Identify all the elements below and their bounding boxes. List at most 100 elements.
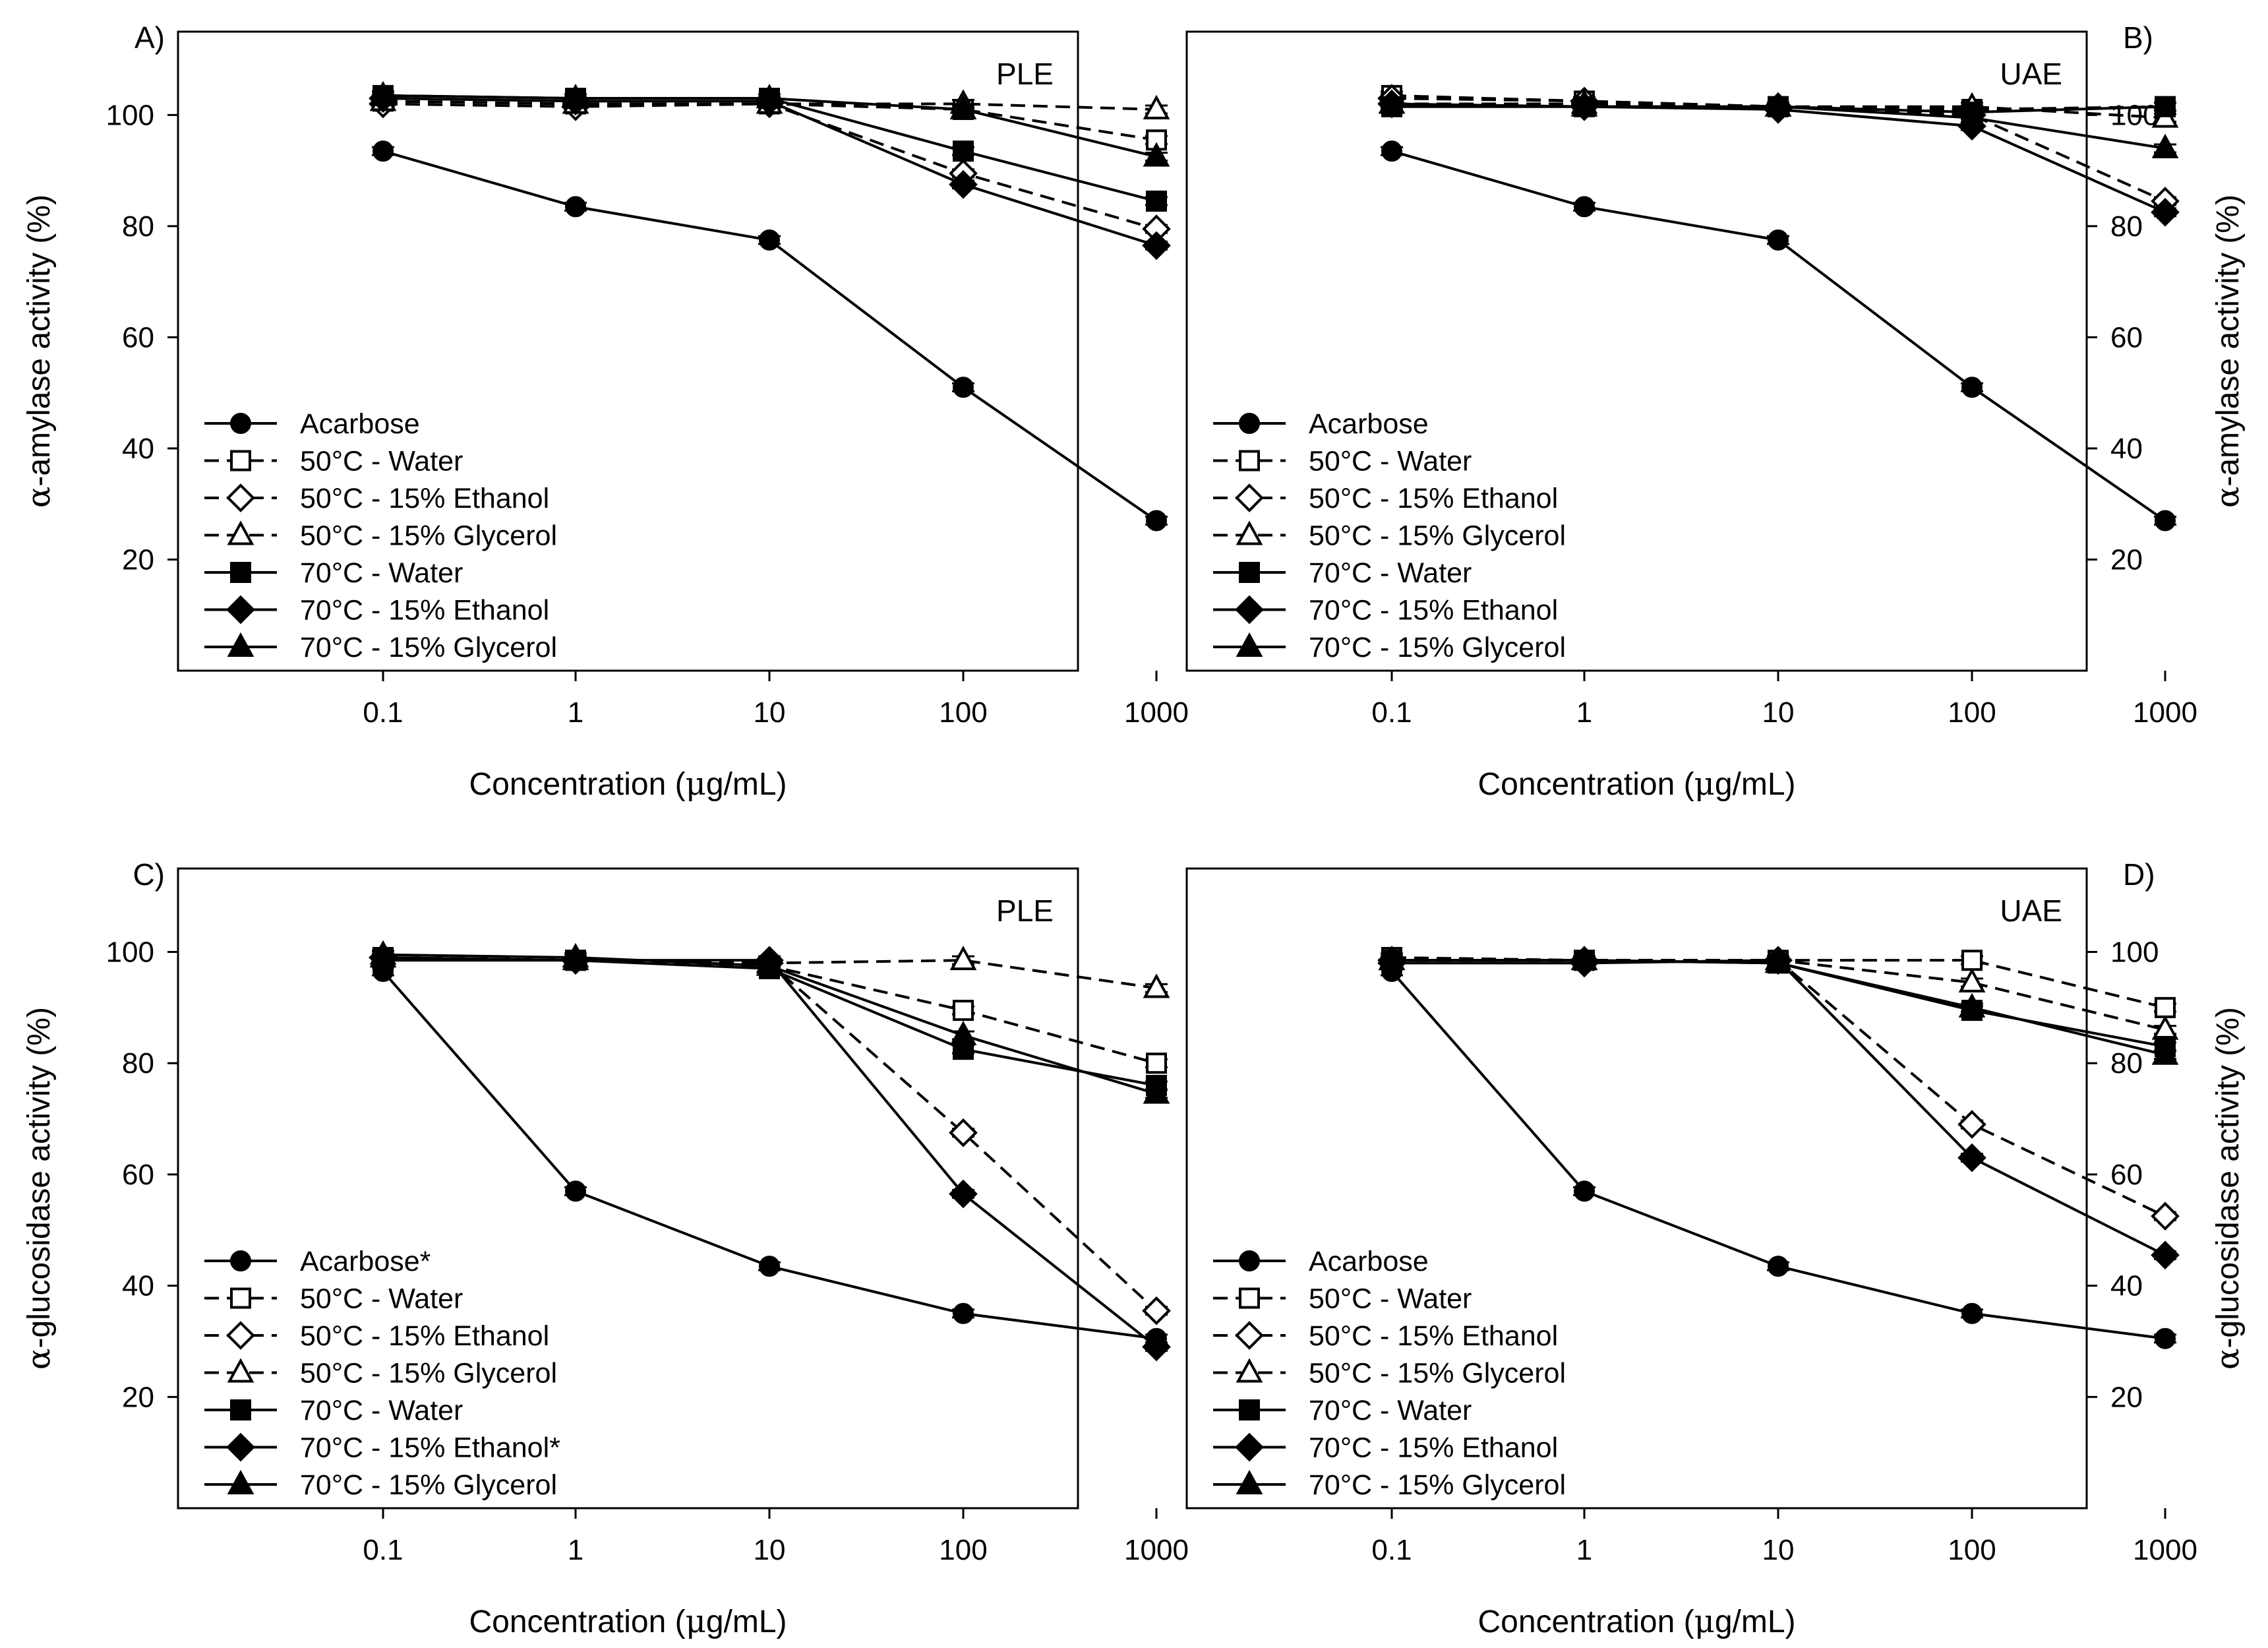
data-point (1768, 229, 1789, 251)
legend-marker (226, 1321, 255, 1350)
y-tick-label: 40 (2110, 433, 2143, 465)
method-label: PLE (996, 57, 1054, 91)
y-tick-label: 80 (122, 210, 154, 243)
y-tick-label: 60 (2110, 1159, 2143, 1191)
series-markers (369, 940, 1171, 1362)
data-point (1378, 89, 1406, 114)
panel-label: B) (2123, 20, 2153, 55)
x-axis-title-suffix: g/mL) (1715, 1604, 1796, 1639)
y-tick-label: 40 (122, 1270, 154, 1302)
data-point (1768, 1256, 1789, 1277)
data-point (565, 196, 586, 218)
legend-marker (226, 483, 255, 512)
x-tick-label: 100 (939, 696, 987, 729)
legend-label: 70°C - 15% Glycerol (300, 1469, 557, 1501)
x-axis-title-suffix: g/mL) (1715, 767, 1796, 802)
x-tick-label: 100 (1948, 1534, 1996, 1566)
y-axis-title-alpha: α (20, 487, 57, 508)
data-point (949, 169, 978, 199)
data-point (1961, 950, 1983, 971)
x-tick-label: 100 (939, 1534, 987, 1566)
legend-label: 50°C - 15% Ethanol (1309, 483, 1558, 514)
legend-marker (230, 1250, 251, 1271)
x-tick-label: 1000 (2133, 1534, 2197, 1566)
legend-marker (227, 520, 254, 545)
panel-label: C) (133, 857, 165, 892)
data-point (1570, 946, 1598, 971)
legend-label: 70°C - Water (1309, 557, 1472, 589)
data-point (2151, 133, 2179, 158)
chart-panel-a: 20 40 60 80 100 0.1 1 10 100 1000 Concentration (μ… (20, 20, 1189, 803)
series-markers (1377, 84, 2180, 532)
data-point (565, 1180, 586, 1202)
chart-panel-c: 20 40 60 80 100 0.1 1 10 100 1000 Concentration (μ… (20, 857, 1189, 1640)
x-axis-title-suffix: g/mL) (706, 767, 787, 802)
legend-label: 70°C - 15% Ethanol* (300, 1432, 560, 1464)
data-point (2155, 510, 2176, 532)
data-point (1574, 196, 1595, 218)
data-point (2151, 198, 2180, 227)
legend-marker (1235, 1321, 1264, 1350)
y-tick-label: 40 (122, 433, 154, 465)
legend-marker (230, 1399, 251, 1420)
y-tick-label: 20 (2110, 1381, 2143, 1413)
legend-marker (1239, 1250, 1260, 1271)
y-axis-title-alpha: α (20, 1349, 57, 1370)
x-tick-label: 10 (1762, 696, 1795, 729)
data-point (2151, 1240, 2180, 1270)
data-point (1142, 1296, 1171, 1326)
panel-label: A) (134, 20, 165, 55)
legend-label: 50°C - Water (1309, 1283, 1472, 1315)
x-tick-label: 10 (754, 1534, 786, 1566)
plot-frame (177, 30, 1079, 672)
legend-marker (1239, 413, 1260, 434)
y-axis-title: α-glucosidase activity (%) (20, 1007, 57, 1370)
legend-label: Acarbose (1309, 408, 1429, 440)
data-point (2151, 1202, 2180, 1231)
data-point (1146, 190, 1167, 212)
x-tick-label: 1000 (1124, 696, 1189, 729)
x-axis-title-prefix: Concentration ( (469, 767, 685, 802)
legend-label: 50°C - 15% Glycerol (300, 1358, 557, 1389)
legend-marker (230, 562, 251, 583)
legend-label: 70°C - Water (300, 1395, 463, 1426)
data-point (949, 94, 977, 119)
data-point (953, 140, 974, 162)
legend-marker (1239, 562, 1260, 583)
data-point (756, 83, 783, 109)
y-axis-title-alpha: α (2209, 487, 2246, 508)
legend-marker (1236, 632, 1263, 657)
y-tick-label: 20 (122, 1381, 154, 1413)
data-point (953, 1302, 974, 1324)
x-axis-title: Concentration (μg/mL) (469, 766, 787, 803)
legend-marker (1236, 520, 1263, 545)
y-tick-label: 100 (2110, 936, 2159, 969)
legend-label: Acarbose (1309, 1246, 1429, 1277)
y-axis-title-rest: -amylase activity (%) (22, 195, 57, 487)
data-point (1764, 92, 1792, 117)
legend-marker (227, 632, 254, 657)
data-point (1381, 140, 1402, 162)
data-point (1143, 142, 1170, 167)
x-tick-label: 1000 (2133, 696, 2197, 729)
data-point (1961, 377, 1983, 398)
legend-marker (227, 1469, 254, 1494)
data-point (1146, 1053, 1167, 1074)
x-axis-title-prefix: Concentration ( (1477, 767, 1694, 802)
legend-marker (230, 450, 251, 472)
data-point (2155, 996, 2176, 1018)
legend-label: 50°C - 15% Ethanol (1309, 1320, 1558, 1352)
panel-label: D) (2123, 857, 2155, 892)
data-point (1146, 510, 1167, 532)
data-point (1142, 1332, 1171, 1362)
x-axis-title-mu: μ (686, 766, 706, 803)
x-axis-title-prefix: Concentration ( (469, 1604, 685, 1639)
data-point (373, 140, 394, 162)
y-tick-label: 100 (106, 99, 154, 131)
data-point (759, 1256, 780, 1277)
legend-marker (1236, 1469, 1263, 1494)
data-point (369, 940, 397, 965)
data-point (949, 1179, 978, 1209)
x-tick-label: 1 (568, 696, 583, 729)
